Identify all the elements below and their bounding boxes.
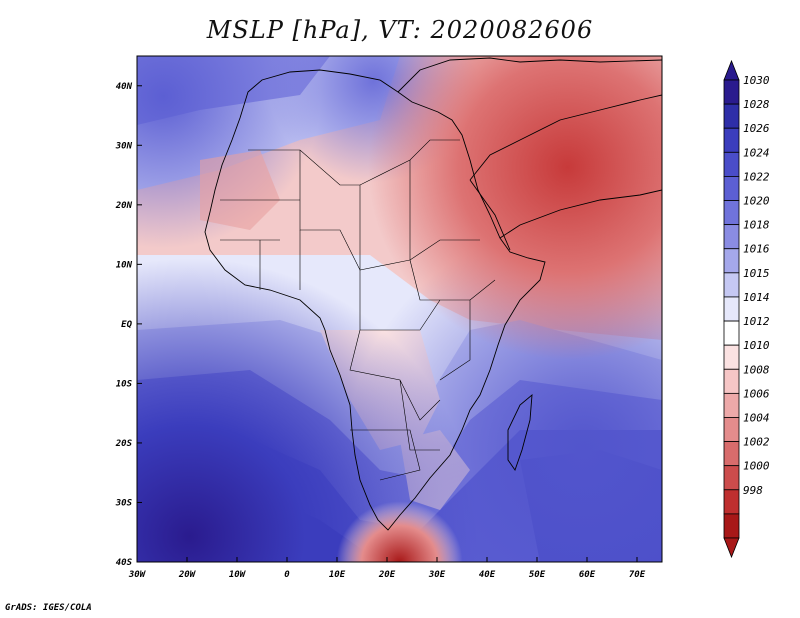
lon-tick-label: 10W: [229, 570, 247, 580]
colorbar-segment: [723, 127, 740, 153]
colorbar-segment: [723, 489, 740, 515]
colorbar-segment: [723, 103, 740, 129]
lat-tick-label: 40N: [116, 82, 133, 92]
lat-tick-label: 30S: [115, 498, 133, 508]
colorbar-level-label: 998: [743, 484, 763, 497]
colorbar-level-label: 1030: [743, 74, 770, 87]
colorbar-level-label: 1026: [743, 122, 770, 135]
colorbar-segment: [723, 417, 740, 442]
lon-tick-label: 30W: [128, 570, 147, 580]
plot-frame: [136, 55, 663, 563]
colorbar-level-label: 1008: [743, 363, 770, 376]
colorbar-level-label: 1022: [743, 170, 770, 183]
colorbar-segment: [723, 465, 740, 491]
colorbar-level-label: 1000: [743, 460, 770, 473]
country-borders: [220, 139, 496, 481]
pressure-field: [137, 56, 662, 562]
colorbar-level-label: 1020: [743, 195, 770, 208]
lon-tick-label: 50E: [529, 570, 546, 580]
colorbar-level-label: 1004: [743, 411, 770, 424]
colorbar-segment: [723, 441, 740, 467]
colorbar-segment: [723, 248, 740, 274]
lon-tick-label: 60E: [579, 570, 596, 580]
colorbar-level-label: 1014: [743, 291, 770, 304]
colorbar-segment: [723, 79, 740, 105]
colorbar-segment: [723, 513, 740, 539]
colorbar-level-label: 1016: [743, 243, 770, 256]
lat-tick-label: 10N: [116, 260, 133, 270]
colorbar-min-arrow: [723, 537, 740, 559]
lat-tick-label: EQ: [121, 320, 132, 330]
colorbar-max-arrow: [723, 59, 740, 81]
colorbar-segment: [723, 200, 740, 226]
colorbar-segment: [723, 344, 740, 370]
lat-tick-label: 20N: [115, 201, 133, 211]
colorbar-level-label: 1018: [743, 219, 770, 232]
colorbar-level-label: 1028: [743, 98, 770, 111]
grads-credit: GrADS: IGES/COLA: [5, 603, 92, 613]
lat-tick-label: 20S: [115, 439, 133, 449]
lon-tick-label: 30E: [428, 570, 446, 580]
latitude-axis: 40N 30N 20N 10N EQ 10S 20S 30S 40S: [115, 82, 142, 568]
colorbar-level-label: 1012: [743, 315, 770, 328]
colorbar-segment: [723, 296, 740, 322]
colorbar-segment: [723, 151, 740, 177]
colorbar-level-label: 1024: [743, 146, 770, 159]
lat-tick-label: 10S: [116, 379, 133, 389]
lon-tick-label: 20W: [178, 570, 197, 580]
map-title: MSLP [hPa], VT: 2020082606: [206, 16, 594, 44]
colorbar-segment: [723, 176, 740, 201]
lat-tick-label: 40S: [116, 558, 133, 568]
colorbar-segment: [723, 272, 740, 298]
colorbar-level-label: 1002: [743, 436, 770, 449]
lon-tick-label: 20E: [378, 570, 396, 580]
coastlines: [204, 57, 662, 531]
longitude-axis: 30W 20W 10W 0 10E 20E 30E 40E 50E 60E 70E: [128, 557, 646, 580]
colorbar-segment: [723, 392, 740, 418]
lon-tick-label: 10E: [329, 570, 346, 580]
colorbar: 1030 1028 1026 1024 1022 1020 1018 1016 1015 1014…: [723, 59, 770, 559]
colorbar-level-label: 1015: [743, 267, 770, 280]
lon-tick-label: 40E: [479, 570, 496, 580]
colorbar-level-label: 1010: [743, 339, 770, 352]
colorbar-level-label: 1006: [743, 387, 770, 400]
lon-tick-label: 0: [284, 570, 290, 580]
colorbar-segment: [723, 224, 740, 250]
lon-tick-label: 70E: [629, 570, 646, 580]
lat-tick-label: 30N: [115, 141, 133, 151]
colorbar-segment: [723, 368, 740, 394]
colorbar-segment: [723, 320, 740, 346]
